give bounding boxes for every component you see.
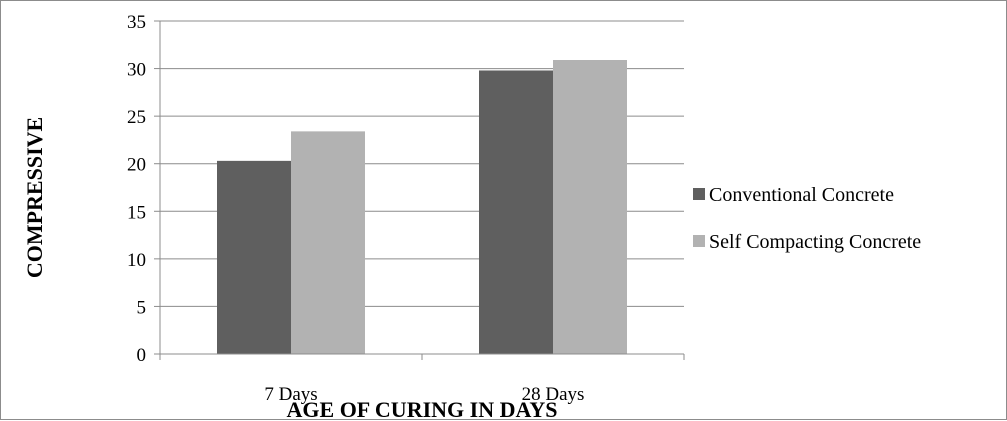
y-tick-label: 30 — [127, 60, 146, 81]
x-tick-label: 28 Days — [522, 384, 585, 405]
x-tick-labels: 7 Days 28 Days — [264, 384, 584, 405]
legend: Conventional Concrete Self Compacting Con… — [693, 184, 921, 253]
bar-conventional-concrete-7-days — [217, 160, 291, 354]
bar-self-compacting-concrete-28-days — [553, 60, 627, 354]
bar-conventional-concrete-28-days — [479, 70, 553, 354]
legend-swatch — [693, 235, 705, 247]
y-tick-label: 0 — [137, 345, 147, 366]
y-tick-labels: 0 5 10 15 20 25 30 35 — [127, 12, 146, 366]
bars — [217, 60, 627, 354]
x-tick-label: 7 Days — [264, 384, 317, 405]
legend-label: Conventional Concrete — [709, 184, 894, 206]
y-tick-label: 15 — [127, 202, 146, 223]
y-tick-label: 25 — [127, 107, 146, 128]
axes — [159, 21, 684, 355]
legend-swatch — [693, 188, 705, 200]
y-axis-title: COMPRESSIVE — [22, 117, 47, 278]
y-tick-label: 5 — [137, 297, 147, 318]
y-tick-label: 20 — [127, 155, 146, 176]
y-tick-label: 35 — [127, 12, 146, 33]
x-axis-title: AGE OF CURING IN DAYS — [287, 397, 558, 421]
y-tick-label: 10 — [127, 250, 146, 271]
legend-label: Self Compacting Concrete — [709, 231, 921, 253]
bar-self-compacting-concrete-7-days — [291, 131, 365, 354]
